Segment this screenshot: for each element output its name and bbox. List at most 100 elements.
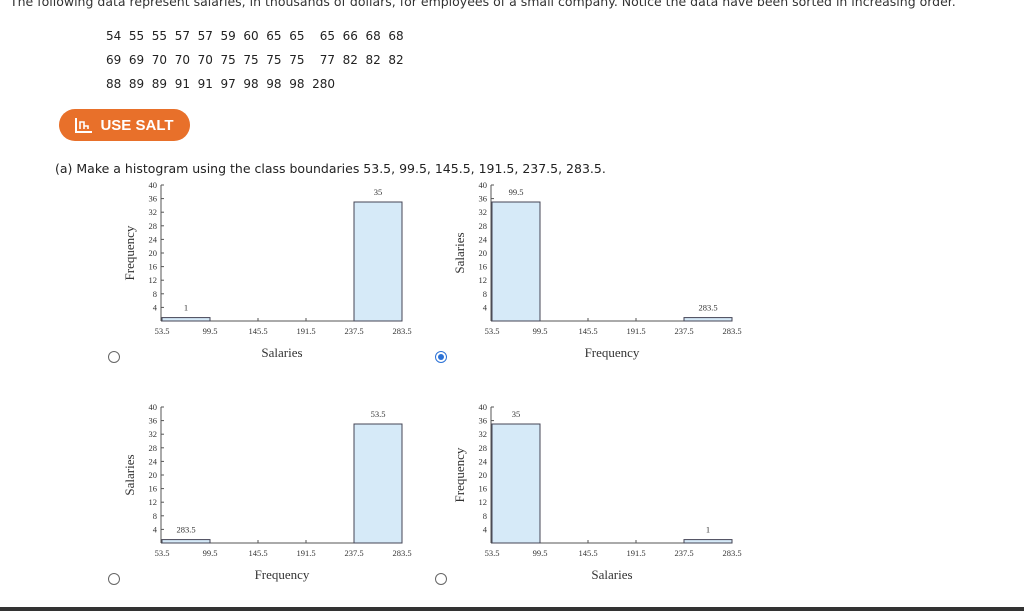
histogram-bottom-right[interactable]: 4 8 12 16 20 24 28 32 36 40 53.5 99.5 145.5 191.5 237.… (440, 398, 750, 588)
x-tick-label: 237.5 (674, 548, 693, 558)
y-tick-label: 36 (479, 194, 488, 204)
y-tick-label: 16 (149, 262, 158, 272)
histogram-bar (161, 539, 211, 544)
y-tick-label: 4 (153, 524, 158, 534)
use-salt-button[interactable]: USE SALT (59, 109, 190, 141)
x-tick-label: 99.5 (533, 548, 548, 558)
intro-text: The following data represent salaries, i… (10, 0, 956, 9)
bar-value-label: 283.5 (176, 525, 195, 535)
y-tick-label: 40 (149, 402, 158, 412)
bar-value-label: 1 (184, 303, 188, 313)
x-axis-title: Frequency (255, 567, 310, 582)
histogram-bar (161, 317, 211, 322)
y-tick-label: 36 (479, 416, 488, 426)
histogram-bar (491, 423, 541, 544)
y-tick-label: 40 (479, 402, 488, 412)
y-tick-label: 20 (149, 470, 158, 480)
x-axis-title: Frequency (585, 345, 640, 360)
x-tick-label: 283.5 (392, 548, 411, 558)
x-tick-label: 283.5 (722, 548, 741, 558)
bottom-divider (0, 607, 1024, 611)
x-tick-label: 99.5 (203, 548, 218, 558)
y-tick-label: 12 (479, 275, 488, 285)
x-tick-label: 53.5 (485, 326, 500, 336)
y-tick-label: 16 (479, 262, 488, 272)
y-tick-label: 32 (149, 429, 158, 439)
bar-value-label: 283.5 (698, 303, 717, 313)
y-tick-label: 32 (149, 207, 158, 217)
histogram-bar (353, 423, 403, 544)
x-axis-title: Salaries (261, 345, 302, 360)
y-tick-label: 24 (479, 234, 488, 244)
question-text: (a) Make a histogram using the class bou… (55, 161, 606, 176)
x-tick-label: 145.5 (248, 326, 267, 336)
y-tick-label: 40 (149, 180, 158, 190)
y-tick-label: 24 (149, 234, 158, 244)
y-axis-title: Frequency (122, 225, 137, 280)
data-row-2: 69 69 70 70 70 75 75 75 75 77 82 82 82 (106, 53, 404, 67)
histogram-bar (353, 201, 403, 322)
option-radio-bottom-right[interactable] (435, 573, 447, 585)
y-tick-label: 20 (479, 470, 488, 480)
y-tick-label: 4 (483, 524, 488, 534)
x-tick-label: 237.5 (674, 326, 693, 336)
option-radio-bottom-left[interactable] (108, 573, 120, 585)
y-tick-label: 12 (149, 497, 158, 507)
bar-value-label: 35 (374, 187, 383, 197)
salt-chart-icon (75, 117, 93, 133)
histogram-bar (491, 201, 541, 322)
y-tick-label: 16 (149, 484, 158, 494)
bar-value-label: 53.5 (371, 409, 386, 419)
bar-value-label: 35 (512, 409, 521, 419)
x-tick-label: 53.5 (155, 326, 170, 336)
y-tick-label: 32 (479, 207, 488, 217)
x-tick-label: 191.5 (296, 326, 315, 336)
y-tick-label: 16 (479, 484, 488, 494)
y-tick-label: 36 (149, 194, 158, 204)
y-tick-label: 28 (149, 221, 158, 231)
histogram-bar (683, 539, 733, 544)
y-tick-label: 8 (483, 289, 487, 299)
bar-value-label: 99.5 (509, 187, 524, 197)
y-tick-label: 4 (153, 302, 158, 312)
data-row-3: 88 89 89 91 91 97 98 98 98 280 (106, 77, 335, 91)
x-tick-label: 145.5 (578, 548, 597, 558)
y-tick-label: 12 (149, 275, 158, 285)
x-tick-label: 191.5 (626, 326, 645, 336)
y-tick-label: 4 (483, 302, 488, 312)
y-tick-label: 20 (479, 248, 488, 258)
x-tick-label: 191.5 (296, 548, 315, 558)
y-tick-label: 40 (479, 180, 488, 190)
option-radio-top-left[interactable] (108, 351, 120, 363)
histogram-top-right[interactable]: 4 8 12 16 20 24 28 32 36 40 53.5 99.5 145.5 191.5 237.… (440, 176, 750, 366)
x-tick-label: 145.5 (248, 548, 267, 558)
y-axis-title: Salaries (452, 232, 467, 273)
y-tick-label: 8 (153, 289, 157, 299)
y-tick-label: 12 (479, 497, 488, 507)
y-tick-label: 8 (153, 511, 157, 521)
y-axis-title: Salaries (122, 454, 137, 495)
y-axis-title: Frequency (452, 447, 467, 502)
data-row-1: 54 55 55 57 57 59 60 65 65 65 66 68 68 (106, 29, 404, 43)
y-tick-label: 28 (149, 443, 158, 453)
y-tick-label: 20 (149, 248, 158, 258)
x-tick-label: 53.5 (485, 548, 500, 558)
x-tick-label: 99.5 (533, 326, 548, 336)
y-tick-label: 28 (479, 221, 488, 231)
x-tick-label: 237.5 (344, 326, 363, 336)
option-radio-top-right[interactable] (435, 351, 447, 363)
histogram-bar (683, 317, 733, 322)
x-tick-label: 145.5 (578, 326, 597, 336)
histogram-top-left[interactable]: 4 8 12 16 20 24 28 32 36 40 53.5 99.5 145.5 191.5 237.… (110, 176, 420, 366)
x-tick-label: 99.5 (203, 326, 218, 336)
y-tick-label: 36 (149, 416, 158, 426)
y-tick-label: 24 (479, 456, 488, 466)
x-tick-label: 53.5 (155, 548, 170, 558)
x-tick-label: 237.5 (344, 548, 363, 558)
y-tick-label: 24 (149, 456, 158, 466)
y-tick-label: 8 (483, 511, 487, 521)
x-tick-label: 283.5 (722, 326, 741, 336)
histogram-bottom-left[interactable]: 4 8 12 16 20 24 28 32 36 40 53.5 99.5 145.5 191.5 237.… (110, 398, 420, 588)
x-tick-label: 283.5 (392, 326, 411, 336)
x-axis-title: Salaries (591, 567, 632, 582)
